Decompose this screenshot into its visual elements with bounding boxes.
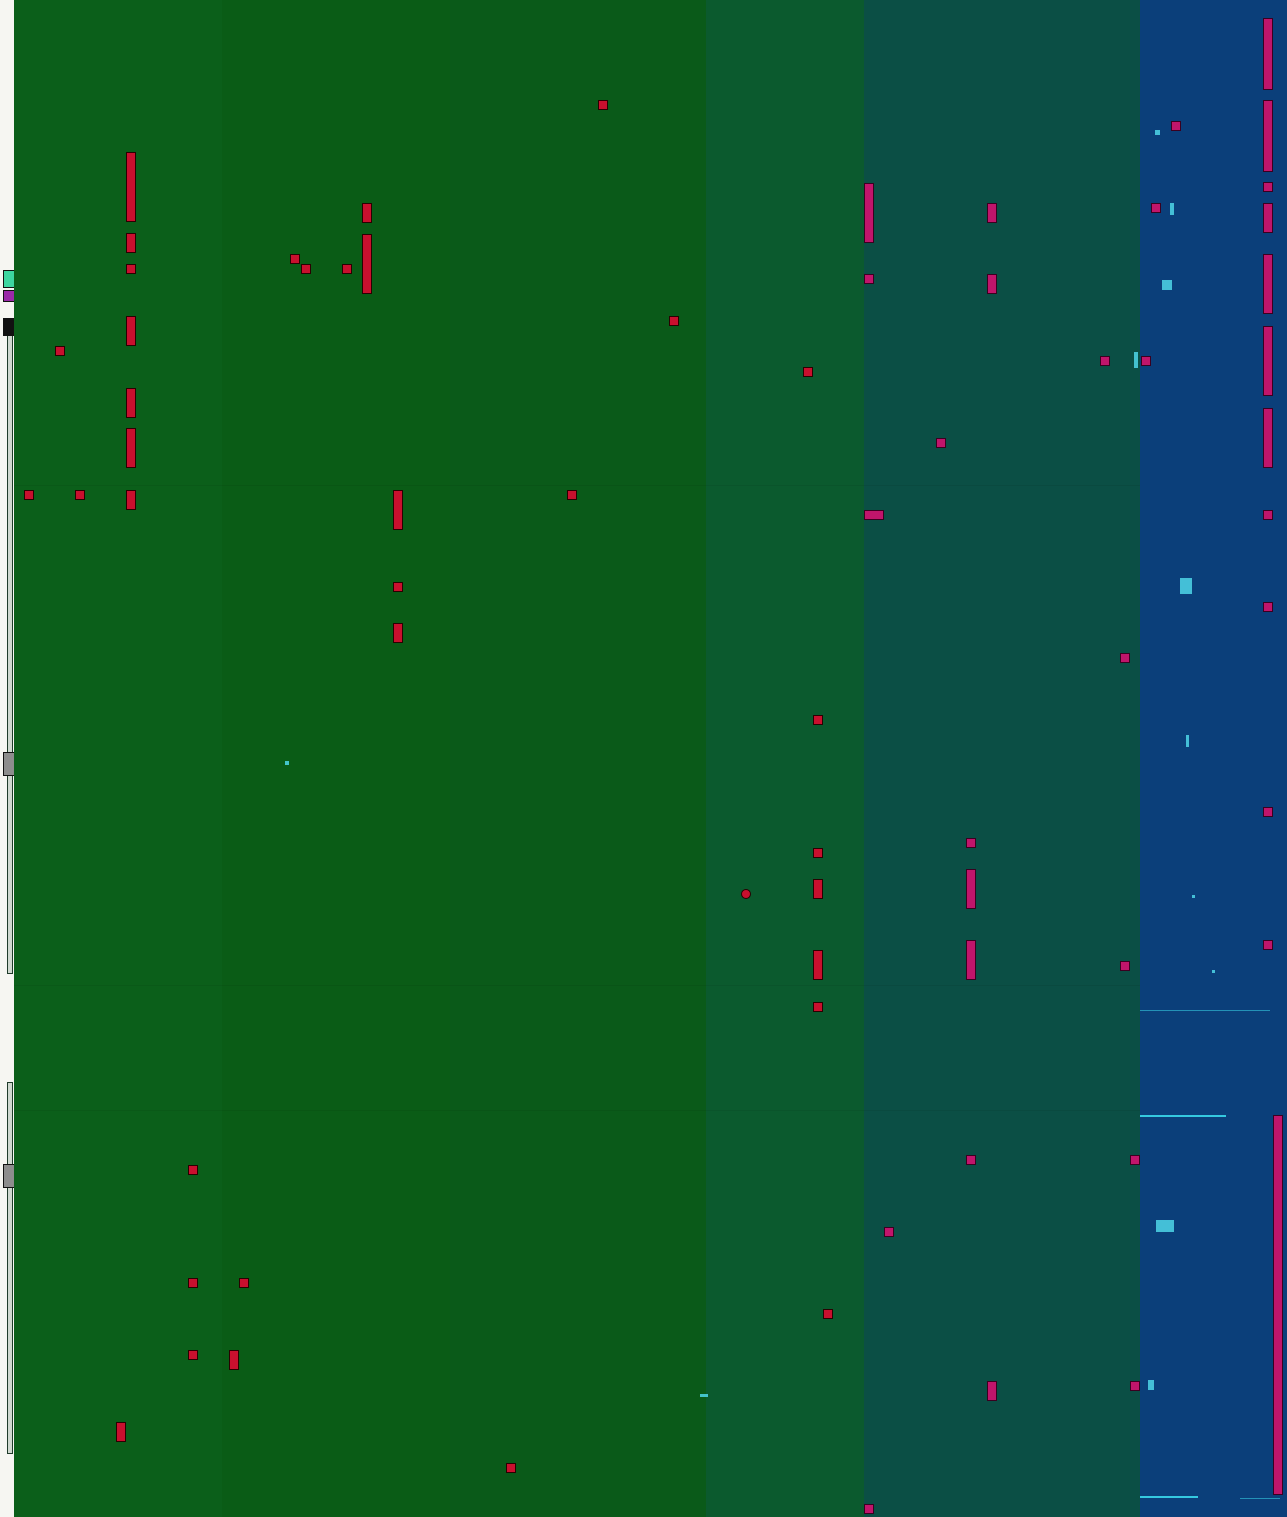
band-green-1 (14, 0, 222, 1517)
marker-block-red[interactable] (393, 582, 403, 592)
marker-block-magenta[interactable] (987, 203, 997, 223)
marker-block-magenta[interactable] (1263, 408, 1273, 468)
noise-dot (1162, 280, 1172, 290)
marker-block-magenta[interactable] (966, 869, 976, 909)
marker-block-magenta[interactable] (1263, 100, 1273, 172)
noise-dot (1134, 352, 1138, 368)
marker-block-magenta[interactable] (987, 274, 997, 294)
marker-block-magenta[interactable] (1263, 326, 1273, 396)
marker-block-red[interactable] (301, 264, 311, 274)
marker-block-red[interactable] (393, 623, 403, 643)
marker-block-magenta[interactable] (1141, 356, 1151, 366)
marker-block-magenta[interactable] (1263, 510, 1273, 520)
marker-block-red[interactable] (823, 1309, 833, 1319)
marker-block-red[interactable] (126, 490, 136, 510)
accent-line (1140, 1115, 1226, 1117)
marker-block-red[interactable] (290, 254, 300, 264)
marker-block-magenta[interactable] (1263, 940, 1273, 950)
marker-block-red[interactable] (362, 234, 372, 294)
marker-block-magenta[interactable] (1273, 1115, 1283, 1495)
marker-block-red[interactable] (116, 1422, 126, 1442)
marker-block-magenta[interactable] (1263, 203, 1273, 233)
band-teal (864, 0, 1140, 1517)
grid-line (14, 1110, 1140, 1111)
noise-dot (700, 1394, 708, 1397)
band-green-2 (222, 0, 450, 1517)
marker-block-red[interactable] (188, 1278, 198, 1288)
noise-dot (1180, 578, 1192, 594)
marker-block-magenta[interactable] (1171, 121, 1181, 131)
marker-block-red[interactable] (393, 490, 403, 530)
marker-block-magenta[interactable] (884, 1227, 894, 1237)
marker-block-magenta[interactable] (1263, 18, 1273, 90)
marker-block-red[interactable] (506, 1463, 516, 1473)
marker-block-magenta[interactable] (864, 510, 884, 520)
noise-dot (1156, 1220, 1174, 1232)
marker-block-red[interactable] (55, 346, 65, 356)
marker-block-red[interactable] (567, 490, 577, 500)
accent-line (1240, 1498, 1280, 1499)
marker-block-red[interactable] (126, 264, 136, 274)
marker-block-red[interactable] (803, 367, 813, 377)
marker-block-magenta[interactable] (966, 940, 976, 980)
accent-line (1140, 1496, 1198, 1498)
marker-block-red[interactable] (813, 715, 823, 725)
marker-block-magenta[interactable] (864, 274, 874, 284)
accent-line (1140, 1010, 1270, 1011)
noise-dot (1170, 203, 1174, 215)
marker-block-magenta[interactable] (966, 838, 976, 848)
marker-block-magenta[interactable] (864, 1504, 874, 1514)
marker-block-magenta[interactable] (1151, 203, 1161, 213)
marker-block-magenta[interactable] (1263, 182, 1273, 192)
marker-block-magenta[interactable] (987, 1381, 997, 1401)
band-green-3 (450, 0, 706, 1517)
marker-block-magenta[interactable] (1100, 356, 1110, 366)
marker-block-red[interactable] (813, 879, 823, 899)
grid-line (14, 985, 1140, 986)
marker-block-red[interactable] (362, 203, 372, 223)
marker-block-red[interactable] (126, 233, 136, 253)
marker-block-red[interactable] (239, 1278, 249, 1288)
marker-block-magenta[interactable] (1263, 807, 1273, 817)
marker-block-red[interactable] (669, 316, 679, 326)
left-scroll-rail[interactable] (7, 328, 13, 974)
marker-block-red[interactable] (126, 152, 136, 222)
marker-block-red[interactable] (126, 428, 136, 468)
grid-line (14, 485, 1140, 486)
marker-block-red[interactable] (188, 1165, 198, 1175)
marker-block-red[interactable] (813, 1002, 823, 1012)
marker-block-red[interactable] (126, 316, 136, 346)
marker-block-red[interactable] (741, 889, 751, 899)
marker-block-magenta[interactable] (1130, 1155, 1140, 1165)
marker-block-magenta[interactable] (1263, 254, 1273, 314)
marker-block-red[interactable] (188, 1350, 198, 1360)
marker-block-magenta[interactable] (864, 183, 874, 243)
marker-block-red[interactable] (813, 848, 823, 858)
marker-block-magenta[interactable] (936, 438, 946, 448)
left-scroll-rail-lower[interactable] (7, 1082, 13, 1454)
marker-block-red[interactable] (813, 950, 823, 980)
noise-dot (1212, 970, 1215, 973)
marker-block-red[interactable] (229, 1350, 239, 1370)
marker-block-magenta[interactable] (966, 1155, 976, 1165)
marker-block-magenta[interactable] (1120, 961, 1130, 971)
band-blue (1140, 0, 1287, 1517)
marker-block-red[interactable] (126, 388, 136, 418)
marker-block-red[interactable] (342, 264, 352, 274)
noise-dot (1155, 130, 1160, 135)
noise-dot (285, 761, 289, 765)
marker-block-magenta[interactable] (1263, 602, 1273, 612)
marker-block-magenta[interactable] (1130, 1381, 1140, 1391)
noise-dot (1148, 1380, 1154, 1390)
marker-block-red[interactable] (598, 100, 608, 110)
noise-dot (1192, 895, 1195, 898)
marker-block-red[interactable] (75, 490, 85, 500)
marker-block-red[interactable] (24, 490, 34, 500)
band-green-4 (706, 0, 864, 1517)
marker-block-magenta[interactable] (1120, 653, 1130, 663)
noise-dot (1186, 735, 1189, 747)
